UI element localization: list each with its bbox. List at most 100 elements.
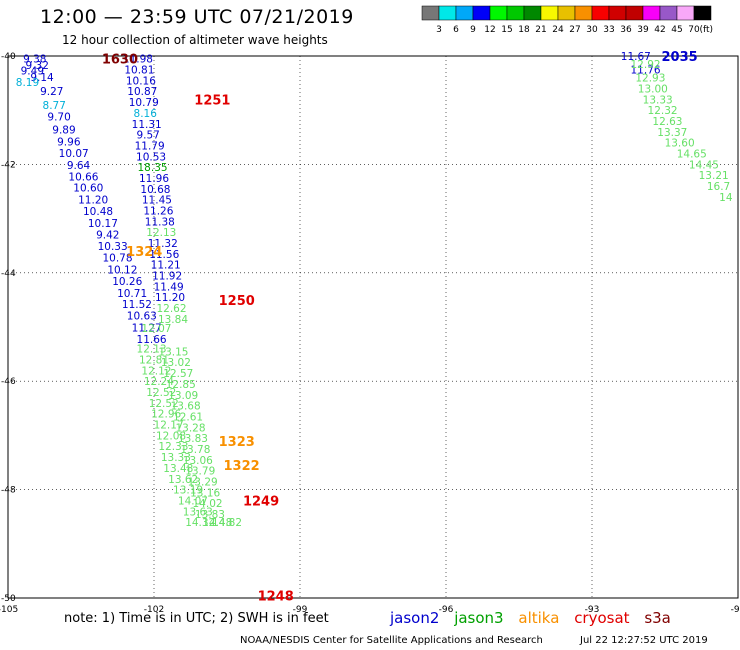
color-scale-tick: 39 [637,25,649,35]
wave-height-label: 11.67 [621,51,651,63]
wave-height-label: 13.28 [175,422,205,434]
wave-height-label: 9.89 [52,125,75,137]
wave-height-label: 18.35 [138,162,168,174]
color-scale-legend: 3 6 9 12 15 18 21 24 27 30 33 36 39 42 45 70 (ft) [421,5,713,35]
color-swatch [693,5,712,21]
wave-height-label: 10.66 [68,171,98,183]
wave-height-label: 12.52 [146,387,176,399]
wave-height-label: 13.09 [168,390,198,402]
color-scale-tick: 18 [518,25,530,35]
wave-height-label: 11.20 [78,195,108,207]
x-tick-label: -99 [293,605,308,615]
wave-height-label: 9.27 [40,86,63,98]
wave-height-label: 12.12 [141,365,171,377]
wave-height-label: 13.21 [699,170,729,182]
y-tick-label: -40 [1,52,16,62]
wave-height-label: 12.52 [149,398,179,410]
wave-height-label: 9.14 [30,72,54,84]
wave-height-label: 10.87 [127,86,157,98]
color-scale-tick: 45 [671,25,682,35]
wave-height-label: 13.79 [185,466,215,478]
wave-height-label: 13.84 [158,314,188,326]
wave-height-label: 12.81 [139,355,169,367]
color-scale-tick: 42 [654,25,665,35]
plot-frame [7,55,739,599]
satellite-jason3: jason3 [454,609,504,627]
wave-height-label: 14.82 [212,517,242,529]
wave-height-label: 12.13 [146,227,176,239]
wave-height-label: 9.70 [47,112,70,124]
chart-subtitle: 12 hour collection of altimeter wave hei… [62,33,328,47]
wave-height-label: 10.53 [136,151,166,163]
color-scale-tick: 70 [688,25,700,35]
pass-time-label: 1250 [219,294,255,309]
wave-height-label: 13.02 [161,357,191,369]
wave-height-label: 11.66 [137,334,167,346]
wave-height-label: 11.52 [122,299,152,311]
wave-height-label: 10.81 [124,65,154,77]
wave-height-label: 11.98 [123,54,153,66]
wave-height-label: 11.21 [151,260,181,272]
satellite-cryosat: cryosat [574,609,630,627]
color-scale-tick: 33 [603,25,614,35]
wave-height-label: 14.32 [185,517,215,529]
wave-height-label: 11.56 [149,249,179,261]
satellite-jason2: jason2 [390,609,440,627]
y-tick-label: -44 [1,269,16,279]
pass-time-label: 1324 [126,245,162,260]
color-scale-tick: 15 [501,25,512,35]
wave-height-label: 10.48 [83,206,113,218]
wave-height-label: 10.63 [127,311,157,323]
wave-height-label: 11.27 [132,323,162,335]
wave-height-label: 8.19 [16,77,39,89]
wave-height-label: 12.62 [156,303,186,315]
credit-line: NOAA/NESDIS Center for Satellite Applica… [240,635,543,646]
wave-height-label: 10.07 [59,148,89,160]
wave-height-label: 9.42 [96,229,119,241]
wave-height-label: 11.96 [139,173,169,185]
wave-height-label: 11.20 [155,292,185,304]
wave-height-label: 10.17 [88,218,118,230]
wave-height-label: 13.33 [161,452,191,464]
wave-height-label: 10.68 [140,184,170,196]
generated-timestamp: Jul 22 12:27:52 UTC 2019 [580,635,708,646]
color-scale-tick: 12 [484,25,495,35]
color-scale-tick: 6 [453,25,459,35]
wave-height-label: 12.92 [631,59,661,71]
wave-height-label: 9.57 [136,130,159,142]
wave-height-label: 10.71 [117,288,147,300]
satellite-altika: altika [518,609,560,627]
wave-height-label: 9.64 [67,160,91,172]
x-tick-label: -96 [439,605,454,615]
x-tick-label: -105 [0,605,18,615]
pass-time-label: 1322 [224,459,260,474]
wave-height-label: 12.32 [648,105,678,117]
wave-height-label: 12.33 [158,441,188,453]
wave-height-label: 10.79 [129,97,159,109]
wave-height-label: 11.26 [143,205,173,217]
wave-height-label: 13.62 [168,474,198,486]
wave-height-label: 8.77 [43,100,66,112]
y-tick-label: -46 [1,377,16,387]
wave-height-label: 13.29 [188,476,218,488]
wave-height-label: 14.65 [677,149,707,161]
wave-height-label: 12.96 [151,409,181,421]
color-scale-tick: 30 [586,25,598,35]
wave-height-label: 10.16 [126,75,156,87]
wave-height-label: 13.00 [638,84,668,96]
y-tick-label: -42 [1,160,16,170]
footer-notes: note: 1) Time is in UTC; 2) SWH is in fe… [64,611,329,626]
wave-height-label: 13.78 [180,444,210,456]
chart-title: 12:00 — 23:59 UTC 07/21/2019 [40,6,354,28]
color-scale-tick: 27 [569,25,580,35]
wave-height-label: 9.96 [57,137,81,149]
wave-height-label: 11.49 [154,281,184,293]
pass-time-label: 1630 [102,53,138,68]
wave-height-label: 12.17 [154,420,184,432]
wave-height-label: 13.06 [183,455,213,467]
wave-height-label: 12.93 [635,73,665,85]
wave-height-label: 14.02 [193,498,223,510]
wave-height-label: 12.13 [137,344,167,356]
wave-height-label: 14.07 [178,495,208,507]
